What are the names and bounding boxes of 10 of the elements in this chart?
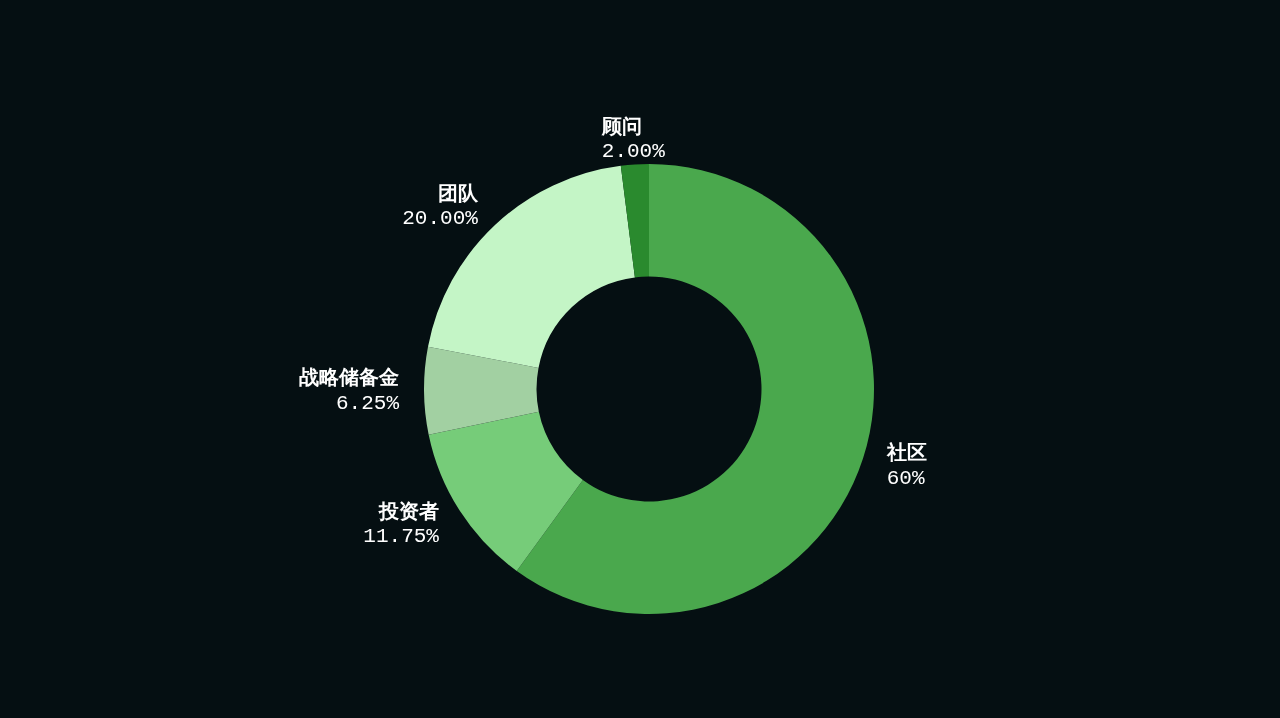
data-label: 60% [886, 466, 925, 490]
slice-label: 社区 [885, 440, 927, 465]
data-label: 2.00% [601, 140, 666, 164]
slice-label: 团队 [437, 180, 479, 205]
slice-label: 战略储备金 [299, 365, 400, 390]
slice-label: 顾问 [600, 113, 642, 138]
data-label: 20.00% [402, 207, 479, 231]
data-label: 11.75% [363, 525, 440, 549]
data-label: 6.25% [335, 391, 400, 415]
slice-label: 投资者 [377, 498, 439, 523]
